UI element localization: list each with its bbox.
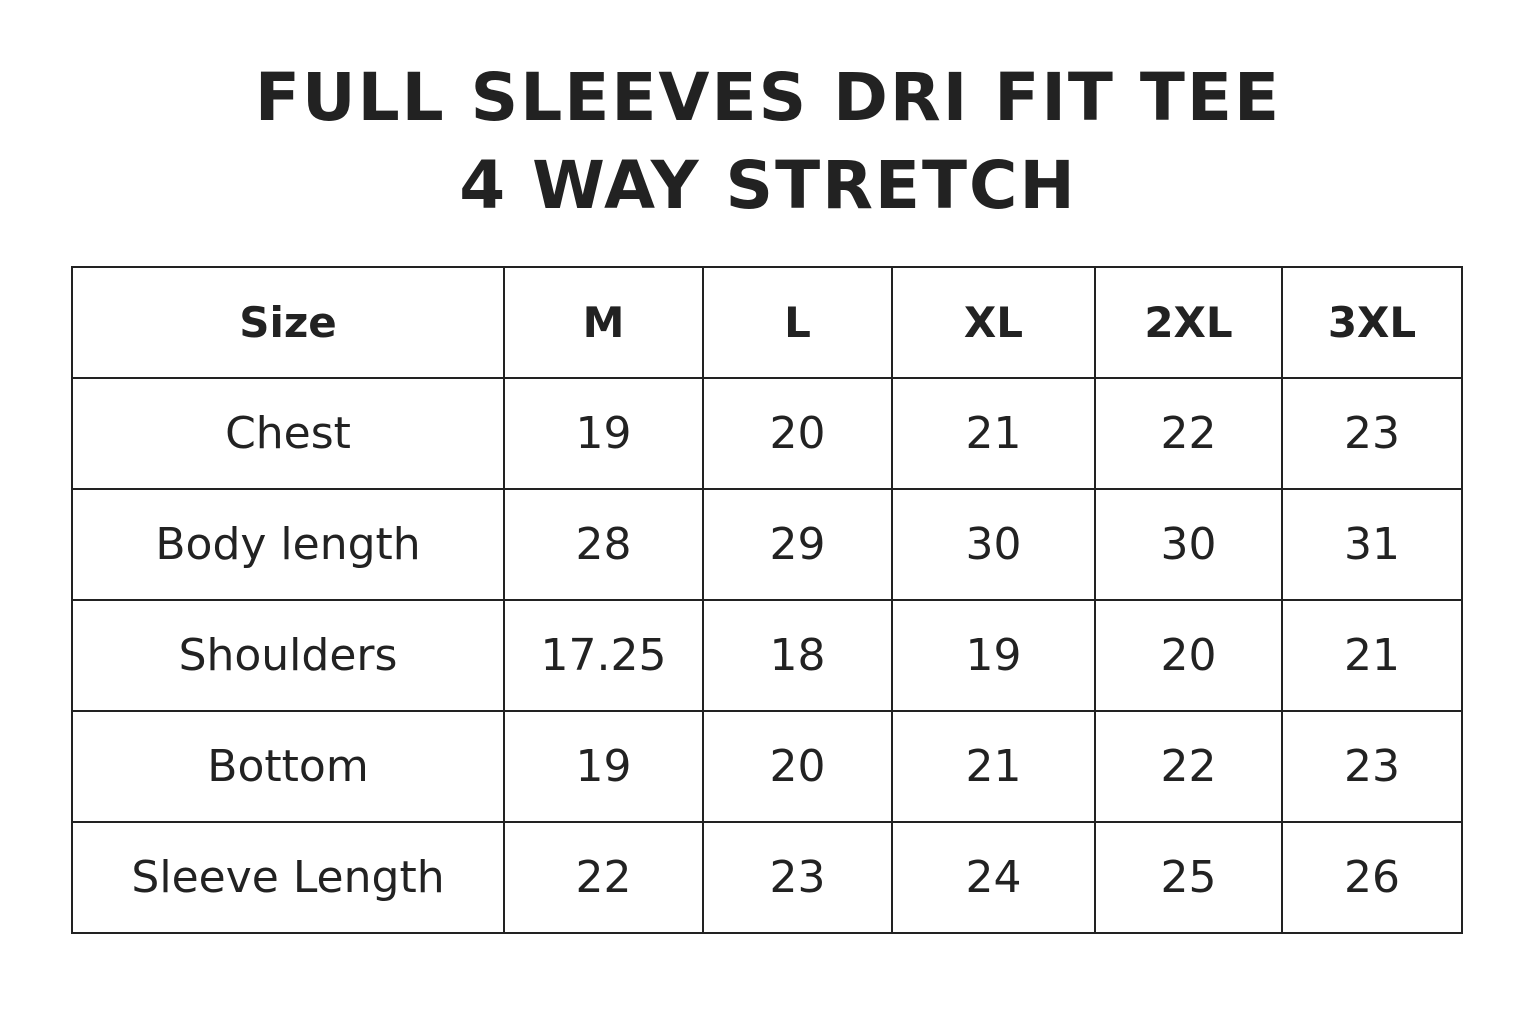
measurement-cell: 25 xyxy=(1094,821,1283,934)
header-row: Size M L XL 2XL 3XL xyxy=(71,266,1463,379)
measurement-cell: 20 xyxy=(702,377,893,490)
measurement-cell: 21 xyxy=(891,710,1096,823)
measurement-cell: 21 xyxy=(1281,599,1463,712)
measurement-cell: 29 xyxy=(702,488,893,601)
measurement-cell: 23 xyxy=(702,821,893,934)
header-size-m: M xyxy=(503,266,704,379)
measurement-cell: 31 xyxy=(1281,488,1463,601)
measurement-cell: 20 xyxy=(1094,599,1283,712)
measurement-cell: 30 xyxy=(1094,488,1283,601)
measurement-cell: 18 xyxy=(702,599,893,712)
table-row: Chest 19 20 21 22 23 xyxy=(71,377,1463,490)
measurement-cell: 17.25 xyxy=(503,599,704,712)
size-chart-table: Size M L XL 2XL 3XL Chest 19 20 21 22 23 Body lengt… xyxy=(71,266,1463,934)
header-size-3xl: 3XL xyxy=(1281,266,1463,379)
measurement-cell: 19 xyxy=(503,710,704,823)
measurement-cell: 22 xyxy=(1094,710,1283,823)
measurement-cell: 21 xyxy=(891,377,1096,490)
measurement-cell: 23 xyxy=(1281,710,1463,823)
row-label: Sleeve Length xyxy=(71,821,505,934)
table-row: Shoulders 17.25 18 19 20 21 xyxy=(71,599,1463,712)
row-label: Chest xyxy=(71,377,505,490)
row-label: Bottom xyxy=(71,710,505,823)
measurement-cell: 28 xyxy=(503,488,704,601)
table-row: Sleeve Length 22 23 24 25 26 xyxy=(71,821,1463,934)
title-line-1: FULL SLEEVES DRI FIT TEE xyxy=(254,59,1282,136)
table-row: Bottom 19 20 21 22 23 xyxy=(71,710,1463,823)
header-size-l: L xyxy=(702,266,893,379)
measurement-cell: 24 xyxy=(891,821,1096,934)
measurement-cell: 22 xyxy=(1094,377,1283,490)
row-label: Shoulders xyxy=(71,599,505,712)
measurement-cell: 22 xyxy=(503,821,704,934)
header-size-2xl: 2XL xyxy=(1094,266,1283,379)
table-row: Body length 28 29 30 30 31 xyxy=(71,488,1463,601)
row-label: Body length xyxy=(71,488,505,601)
measurement-cell: 30 xyxy=(891,488,1096,601)
measurement-cell: 19 xyxy=(891,599,1096,712)
measurement-cell: 26 xyxy=(1281,821,1463,934)
header-size: Size xyxy=(71,266,505,379)
title-line-2: 4 WAY STRETCH xyxy=(459,147,1077,224)
measurement-cell: 19 xyxy=(503,377,704,490)
measurement-cell: 23 xyxy=(1281,377,1463,490)
header-size-xl: XL xyxy=(891,266,1096,379)
measurement-cell: 20 xyxy=(702,710,893,823)
